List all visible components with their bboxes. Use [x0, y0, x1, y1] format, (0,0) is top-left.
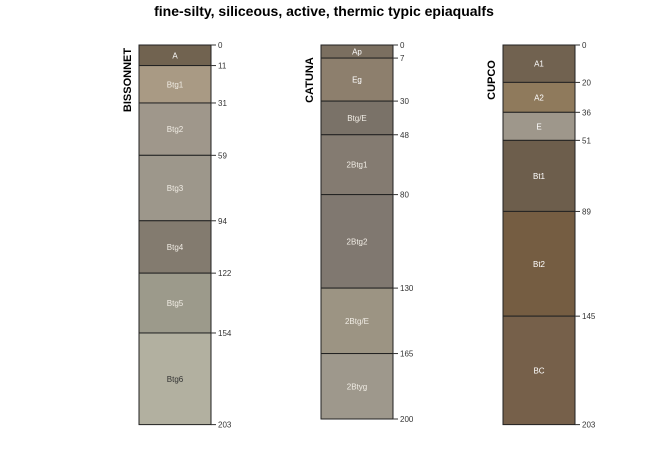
- horizon-label: Bt1: [533, 172, 546, 181]
- horizon-2btg-e: [320, 287, 394, 355]
- depth-label: 154: [218, 329, 232, 338]
- horizon-label: E: [536, 122, 541, 131]
- depth-label: 203: [218, 421, 232, 430]
- horizon-eg: [320, 57, 394, 102]
- depth-label: 0: [582, 41, 587, 50]
- horizon-label: 2Btyg: [347, 382, 367, 391]
- horizon-btg1: [138, 65, 212, 104]
- depth-label: 122: [218, 269, 232, 278]
- horizon-bc: [502, 315, 576, 426]
- depth-label: 94: [218, 217, 227, 226]
- horizon-a2: [502, 81, 576, 113]
- horizon-bt1: [502, 139, 576, 212]
- depth-label: 0: [400, 41, 405, 50]
- depth-label: 0: [218, 41, 223, 50]
- horizon-a1: [502, 44, 576, 83]
- depth-label: 20: [582, 78, 591, 87]
- horizon-2btyg: [320, 353, 394, 420]
- horizon-label: 2Btg1: [347, 161, 368, 170]
- horizon-label: Btg4: [167, 243, 184, 252]
- figure-title: fine-silty, siliceous, active, thermic t…: [154, 3, 494, 19]
- depth-label: 165: [400, 350, 414, 359]
- depth-label: 130: [400, 284, 414, 293]
- depth-label: 36: [582, 108, 591, 117]
- depth-label: 7: [400, 54, 405, 63]
- depth-label: 80: [400, 191, 409, 200]
- depth-label: 30: [400, 97, 409, 106]
- soil-profile-cupco: CUPCO A1 A2 E Bt1 Bt2 BC 0 20 36 51 89 145 203: [486, 41, 596, 430]
- horizon-label: Eg: [352, 76, 362, 85]
- horizon-label: A1: [534, 60, 544, 69]
- horizon-btg3: [138, 154, 212, 222]
- horizon-label: 2Btg/E: [345, 317, 369, 326]
- depth-label: 145: [582, 312, 596, 321]
- profile-name: CUPCO: [486, 60, 498, 100]
- horizon-2btg1: [320, 134, 394, 196]
- horizon-label: A: [172, 51, 178, 60]
- depth-label: 48: [400, 131, 409, 140]
- depth-label: 59: [218, 151, 227, 160]
- horizon-label: 2Btg2: [347, 237, 368, 246]
- horizon-btg2: [138, 102, 212, 156]
- horizon-btg-e: [320, 100, 394, 136]
- profile-name: CATUNA: [304, 57, 316, 103]
- horizon-label: Btg3: [167, 184, 184, 193]
- soil-profile-bissonnet: BISSONNET A Btg1 Btg2 Btg3 Btg4 Btg5 Btg6 0 11 31 5…: [122, 41, 232, 430]
- horizon-btg6: [138, 332, 212, 426]
- horizon-label: A2: [534, 93, 544, 102]
- horizon-label: Ap: [352, 48, 362, 57]
- depth-label: 31: [218, 99, 227, 108]
- horizon-2btg2: [320, 194, 394, 289]
- depth-label: 11: [218, 62, 227, 71]
- horizon-label: Btg/E: [347, 114, 367, 123]
- horizon-label: Btg5: [167, 299, 184, 308]
- horizon-e: [502, 111, 576, 141]
- profile-name: BISSONNET: [122, 48, 134, 112]
- horizon-label: BC: [533, 366, 544, 375]
- profiles-group: BISSONNET A Btg1 Btg2 Btg3 Btg4 Btg5 Btg6 0 11 31 5…: [122, 41, 596, 430]
- depth-label: 203: [582, 421, 596, 430]
- horizon-label: Btg2: [167, 125, 184, 134]
- horizon-bt2: [502, 210, 576, 317]
- depth-label: 200: [400, 415, 414, 424]
- horizon-label: Bt2: [533, 260, 546, 269]
- horizon-label: Btg1: [167, 80, 184, 89]
- depth-label: 51: [582, 136, 591, 145]
- depth-label: 89: [582, 207, 591, 216]
- soil-profile-catuna: CATUNA Ap Eg Btg/E 2Btg1 2Btg2 2Btg/E 2Btyg 0 7 30…: [304, 41, 414, 424]
- horizon-label: Btg6: [167, 375, 184, 384]
